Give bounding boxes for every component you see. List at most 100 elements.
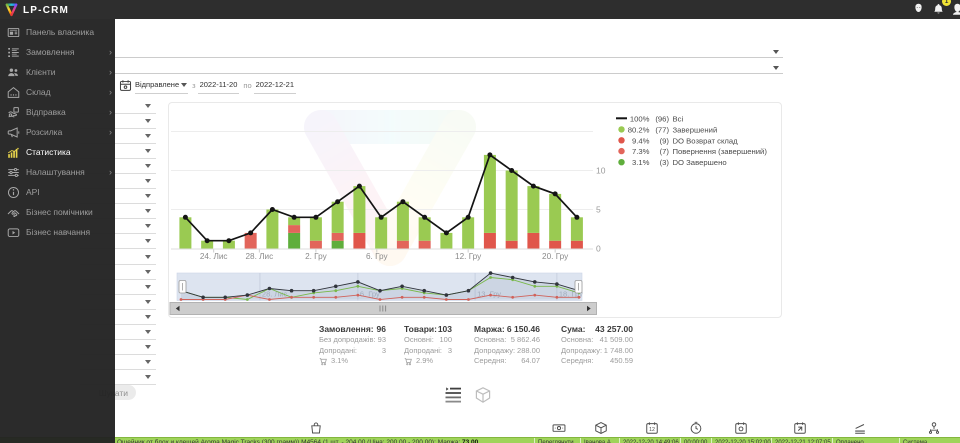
scrollbar-arrow-left[interactable] — [175, 305, 180, 312]
left-filter-select-13[interactable] — [80, 280, 156, 295]
sidebar-item-clients[interactable]: Клієнти › — [0, 62, 115, 82]
left-filter-select-11[interactable] — [80, 250, 156, 265]
left-filter-select-10[interactable] — [80, 234, 156, 250]
report-group-select[interactable] — [115, 59, 783, 74]
left-filter-select-19[interactable] — [80, 370, 156, 386]
sidebar-item-warehouse[interactable]: Склад › — [0, 82, 115, 102]
stats-row-value: 3 — [381, 345, 386, 355]
clock-icon[interactable] — [689, 421, 703, 435]
left-filter-select-7[interactable] — [80, 189, 156, 205]
svg-text:Завершений: Завершений — [673, 125, 718, 134]
orders-list-icon — [8, 47, 19, 57]
sidebar-item-mailing[interactable]: Розсилка › — [0, 122, 115, 142]
list-view-toggle[interactable] — [444, 386, 462, 403]
sidebar-item-settings[interactable]: Налаштування › — [0, 162, 115, 182]
legend-item[interactable]: 3.1% (3) DO Завершено — [618, 158, 727, 167]
sidebar-item-api[interactable]: API — [0, 182, 115, 202]
legend-item[interactable]: 80.2% (77) Завершений — [618, 125, 717, 134]
legend-item[interactable]: 100% (96) Всі — [616, 114, 683, 123]
org-structure-icon[interactable] — [927, 421, 941, 435]
calendar-export-icon[interactable] — [793, 421, 807, 435]
cube-view-toggle[interactable] — [474, 386, 492, 403]
sidebar-item-shipping[interactable]: Відправка › — [0, 102, 115, 122]
left-filter-select-4[interactable] — [80, 144, 156, 159]
sidebar-item-orders[interactable]: Замовлення › — [0, 42, 115, 62]
bar-segment — [331, 232, 344, 241]
bars[interactable] — [179, 154, 583, 249]
sidebar-item-business-helpers[interactable]: Бізнес помічники — [0, 202, 115, 222]
left-filter-select-15[interactable] — [80, 310, 156, 325]
bell-icon[interactable] — [933, 3, 944, 15]
bag-icon[interactable] — [309, 421, 323, 435]
stats-title: Товари: — [404, 324, 437, 334]
date-type-select[interactable]: Відправлене — [135, 78, 189, 94]
order-table-row[interactable]: Ошейник от блох и клещей Aroma Magic Tra… — [0, 437, 960, 443]
chart-navigator[interactable]: 28. Лис 6. Гру 13. Гру 18. Гру — [176, 271, 583, 301]
scrollbar-arrow-right[interactable] — [587, 305, 591, 312]
chevron-right-icon: › — [109, 46, 112, 57]
stats-value: 103 — [437, 324, 452, 334]
banknote-icon[interactable] — [552, 421, 566, 435]
bar-segment — [396, 240, 409, 249]
x-axis-label: 28. Лис — [245, 252, 273, 261]
package-icon[interactable] — [594, 421, 608, 435]
sidebar-item-business-training[interactable]: Бізнес навчання — [0, 222, 115, 242]
left-filter-select-8[interactable] — [80, 204, 156, 220]
total-line-dot — [574, 214, 580, 220]
left-filter-select-2[interactable] — [80, 114, 156, 129]
date-to-input[interactable]: 2022-12-21 — [253, 78, 296, 94]
cart-icon — [404, 358, 412, 366]
left-filter-select-9[interactable] — [80, 219, 156, 235]
sliders-icon — [8, 167, 19, 177]
person-icon[interactable] — [913, 3, 924, 15]
calendar-delivery-icon[interactable] — [734, 421, 748, 435]
chevron-down-icon — [145, 269, 151, 274]
x-axis-label: 20. Гру — [542, 252, 569, 261]
order-product-marza: 73.00 — [462, 439, 479, 443]
bar-segment — [483, 154, 496, 233]
left-filter-select-12[interactable] — [80, 265, 156, 280]
stats-value: 96 — [376, 324, 386, 334]
left-filter-select-6[interactable] — [80, 174, 156, 189]
warehouse-icon — [7, 86, 20, 98]
calendar-date-icon[interactable]: 12 — [645, 421, 659, 435]
svg-text:3.1%: 3.1% — [632, 158, 650, 167]
sidebar-item-owner-panel[interactable]: Панель власника — [0, 22, 115, 42]
svg-text:Повернення (завершений): Повернення (завершений) — [673, 147, 768, 156]
chart-scrollbar[interactable] — [169, 302, 597, 315]
bar-segment — [570, 240, 583, 249]
sidebar-item-statistics[interactable]: Статистика — [0, 142, 115, 162]
order-product-cell: Ошейник от блох и клещей Aroma Magic Tra… — [0, 438, 535, 443]
left-filter-select-18[interactable] — [80, 355, 156, 371]
bar-chart-icon — [7, 146, 20, 158]
stats-row-label: Середня: — [561, 356, 594, 365]
total-line-dot — [443, 230, 449, 236]
bar-segment — [418, 240, 431, 249]
left-filter-select-16[interactable] — [80, 325, 156, 340]
handshake-icon — [7, 209, 20, 217]
total-line-dot — [313, 214, 319, 220]
report-icon[interactable] — [853, 421, 867, 435]
left-filter-select-17[interactable] — [80, 340, 156, 356]
left-filter-select-5[interactable] — [80, 159, 156, 174]
svg-text:Всі: Всі — [673, 114, 684, 123]
legend-item[interactable]: 7.3% (7) Повернення (завершений) — [618, 147, 767, 156]
svg-text:(77): (77) — [655, 125, 669, 134]
navigator-handle-left[interactable] — [178, 280, 187, 294]
bar-segment — [462, 217, 475, 249]
bar-segment — [288, 232, 301, 249]
stats-row-label: Основна: — [474, 335, 507, 344]
stats-title: Замовлення: — [319, 324, 374, 334]
date-from-input[interactable]: 2022-11-20 — [197, 78, 240, 94]
left-filter-select-3[interactable] — [80, 129, 156, 144]
chevron-down-icon — [145, 239, 151, 244]
person-icon[interactable] — [952, 3, 960, 15]
legend-item[interactable]: 9.4% (9) DO Возврат склад — [618, 136, 738, 145]
report-type-select[interactable] — [115, 43, 783, 58]
list-icon — [445, 387, 461, 403]
left-filter-select-14[interactable] — [80, 295, 156, 310]
navigator-handle-right[interactable] — [574, 280, 583, 294]
left-filter-select-1[interactable] — [80, 99, 156, 114]
brand[interactable]: LP-CRM — [4, 2, 69, 17]
